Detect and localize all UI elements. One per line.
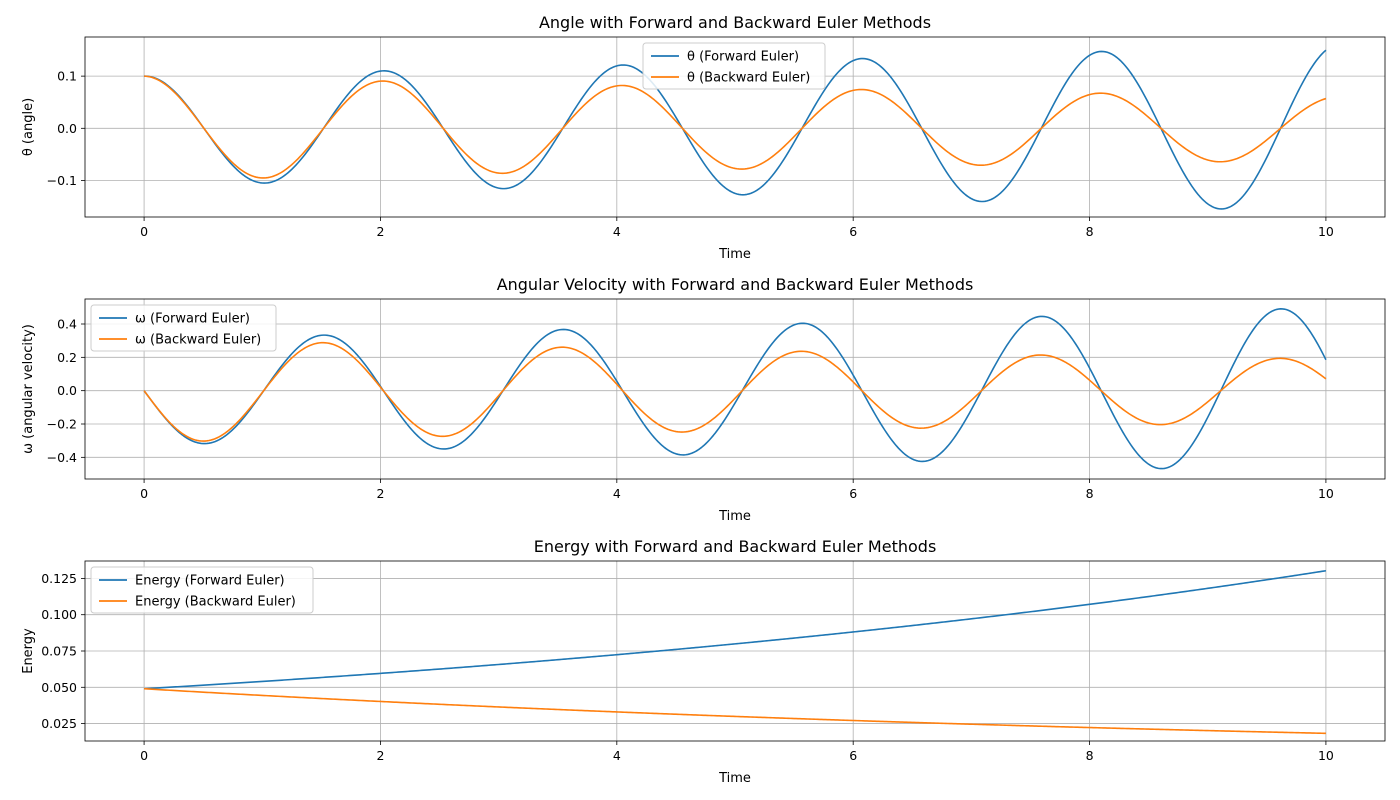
legend: ω (Forward Euler) ω (Backward Euler) [90,304,277,352]
subplot-2: 0 2 4 6 8 10 −0.4 −0.2 0.0 0.2 0.4 Angular Velocity… [21,275,1386,524]
series-line-backward-euler [143,341,1327,442]
x-tick-label: 0 [140,486,148,501]
x-tick-label: 8 [1086,748,1094,763]
x-tick-label: 4 [613,486,621,501]
x-tick-label: 2 [376,486,384,501]
series-line-backward-euler [144,75,1327,179]
x-tick-label: 4 [613,748,621,763]
y-tick-label: 0.4 [57,317,77,332]
legend-box [90,304,277,352]
series-line-backward-euler [144,687,1326,735]
x-tick-label: 4 [613,224,621,239]
x-tick-label: 8 [1086,486,1094,501]
y-tick-label: 0.0 [57,121,77,136]
chart-title: Energy with Forward and Backward Euler M… [534,537,937,556]
legend: θ (Forward Euler) θ (Backward Euler) [642,42,826,90]
series-line-forward-euler [143,308,1327,470]
y-tick-label: 0.075 [41,644,77,659]
series-line-forward-euler [144,569,1327,690]
x-tick-label: 6 [849,224,857,239]
subplot-3: 0 2 4 6 8 10 0.025 0.050 0.075 0.100 0.125 Energy w… [21,537,1386,786]
subplot-1: 0 2 4 6 8 10 −0.1 0.0 0.1 Angle with Forward and … [21,13,1386,262]
y-axis-label: θ (angle) [21,98,36,156]
x-tick-label: 0 [140,748,148,763]
legend-entry: θ (Forward Euler) [687,50,799,65]
y-tick-label: −0.4 [47,450,77,465]
y-tick-label: 0.050 [41,680,77,695]
x-tick-label: 0 [140,224,148,239]
legend-entry: θ (Backward Euler) [687,71,810,86]
x-tick-label: 2 [376,748,384,763]
legend-box [642,42,826,90]
y-tick-label: 0.1 [57,69,77,84]
x-tick-label: 10 [1318,224,1334,239]
y-tick-label: 0.2 [57,350,77,365]
x-axis-label: Time [718,509,751,524]
legend-entry: ω (Forward Euler) [135,312,250,327]
legend-entry: Energy (Backward Euler) [135,595,296,610]
plot-frame [84,36,1386,218]
x-tick-label: 6 [849,748,857,763]
legend-entry: Energy (Forward Euler) [135,574,285,589]
x-tick-label: 8 [1086,224,1094,239]
x-axis-label: Time [718,247,751,262]
y-axis-label: Energy [21,628,36,674]
y-tick-label: 0.125 [41,571,77,586]
legend: Energy (Forward Euler) Energy (Backward E… [90,566,314,614]
chart-title: Angular Velocity with Forward and Backwa… [497,275,974,294]
legend-box [90,566,314,614]
y-axis-label: ω (angular velocity) [21,324,36,454]
x-tick-label: 6 [849,486,857,501]
x-tick-label: 10 [1318,486,1334,501]
y-tick-label: −0.1 [47,173,77,188]
legend-entry: ω (Backward Euler) [135,333,261,348]
y-tick-label: 0.100 [41,607,77,622]
x-axis-label: Time [718,771,751,786]
y-tick-label: 0.025 [41,716,77,731]
y-tick-label: 0.0 [57,383,77,398]
plot-frame [84,298,1386,480]
chart-title: Angle with Forward and Backward Euler Me… [539,13,931,32]
x-tick-label: 2 [376,224,384,239]
series-line-forward-euler [144,49,1327,210]
y-tick-label: −0.2 [47,417,77,432]
x-tick-label: 10 [1318,748,1334,763]
